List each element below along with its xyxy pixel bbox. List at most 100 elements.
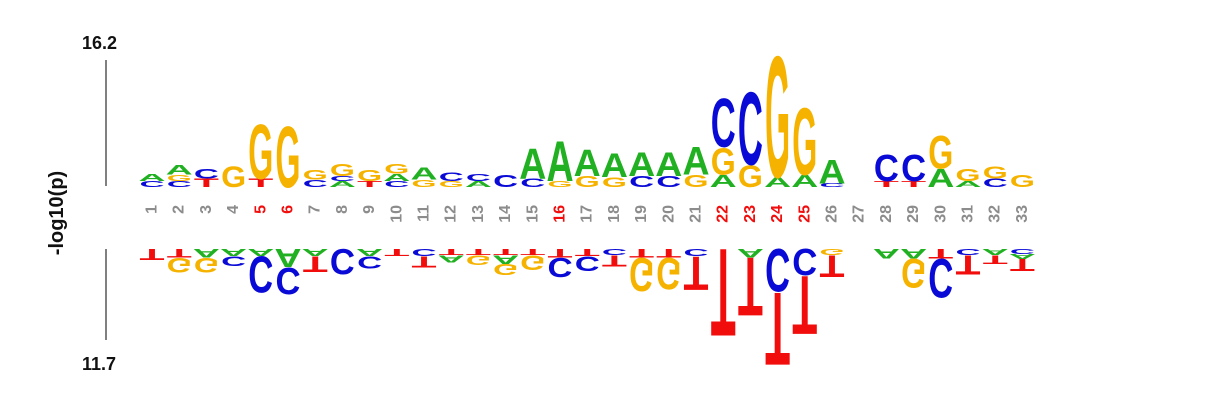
logo-letter-C-pos-18: C <box>602 247 627 257</box>
logo-letter-T-pos-10: T <box>384 247 409 259</box>
logo-letter-C-pos-26: C <box>820 183 845 189</box>
logo-letter-T-pos-12: T <box>439 247 464 257</box>
logo-letter-T-pos-18: T <box>602 252 627 270</box>
logo-letter-T-pos-30: T <box>928 246 953 261</box>
logo-letter-C-pos-11: C <box>412 247 437 258</box>
logo-letter-A-pos-23: A <box>737 246 764 260</box>
logo-letter-G-pos-19: G <box>629 247 654 301</box>
logo-letter-C-pos-32: C <box>983 177 1008 190</box>
logo-letter-T-pos-9: T <box>357 179 382 189</box>
logo-letter-T-pos-2: T <box>167 246 193 259</box>
logo-letter-A-pos-11: A <box>410 165 437 184</box>
logo-letter-T-pos-28: T <box>874 179 899 189</box>
logo-letter-G-pos-5: G <box>248 108 273 196</box>
position-label-23: 23 <box>742 205 759 223</box>
position-label-5: 5 <box>252 205 269 214</box>
logo-letter-A-pos-4: A <box>220 247 247 259</box>
logo-letter-C-pos-7: C <box>303 178 328 189</box>
logo-letter-C-pos-28: C <box>874 146 899 189</box>
logo-letter-C-pos-12: C <box>439 170 464 183</box>
logo-letter-A-pos-7: A <box>302 247 329 259</box>
logo-letter-C-pos-21: C <box>684 247 709 258</box>
position-label-19: 19 <box>633 205 650 223</box>
position-label-11: 11 <box>416 205 433 222</box>
logo-letter-T-pos-16: T <box>548 246 574 259</box>
logo-letter-C-pos-3: C <box>194 166 219 182</box>
logo-letter-A-pos-22: A <box>710 172 737 191</box>
logo-letter-C-pos-13: C <box>466 172 491 183</box>
logo-letter-A-pos-17: A <box>574 142 601 184</box>
logo-letter-A-pos-24: A <box>764 174 791 190</box>
position-label-22: 22 <box>715 205 732 223</box>
logo-letter-G-pos-2: G <box>167 173 192 183</box>
position-label-8: 8 <box>334 205 351 214</box>
position-label-12: 12 <box>443 205 460 223</box>
logo-letter-T-pos-25: T <box>792 259 817 352</box>
logo-letter-T-pos-23: T <box>738 240 763 333</box>
logo-letter-T-pos-1: T <box>140 245 165 263</box>
logo-letter-G-pos-29: G <box>901 250 926 297</box>
position-label-18: 18 <box>606 205 623 223</box>
logo-letter-G-pos-25: G <box>792 90 817 196</box>
logo-letter-A-pos-9: A <box>356 247 383 259</box>
logo-letter-G-pos-2: G <box>167 253 192 277</box>
logo-letter-T-pos-17: T <box>575 247 600 259</box>
logo-letter-C-pos-19: C <box>629 173 654 190</box>
logo-letter-G-pos-31: G <box>956 166 981 185</box>
position-label-28: 28 <box>878 205 895 223</box>
logo-letter-T-pos-21: T <box>684 246 709 301</box>
position-label-2: 2 <box>171 205 188 214</box>
logo-letter-A-pos-3: A <box>193 246 220 260</box>
logo-letter-A-pos-10: A <box>383 171 410 183</box>
logo-letter-C-pos-9: C <box>357 253 382 273</box>
logo-letter-G-pos-22: G <box>711 141 736 183</box>
position-label-15: 15 <box>524 205 541 223</box>
logo-letter-C-pos-1: C <box>139 179 164 189</box>
logo-letter-C-pos-2: C <box>167 179 192 189</box>
logo-letter-T-pos-15: T <box>520 247 545 257</box>
logo-letter-T-pos-7: T <box>303 251 328 276</box>
logo-letter-C-pos-8: C <box>330 175 355 183</box>
logo-letter-G-pos-11: G <box>412 178 437 190</box>
logo-letter-G-pos-20: G <box>656 247 681 297</box>
logo-letter-G-pos-7: G <box>303 168 328 183</box>
logo-letter-G-pos-30: G <box>928 126 953 178</box>
position-label-30: 30 <box>932 205 949 223</box>
logo-letter-C-pos-15: C <box>520 177 545 190</box>
logo-letter-G-pos-16: G <box>548 179 573 189</box>
logo-letter-T-pos-3: T <box>194 177 220 190</box>
logo-letter-A-pos-16: A <box>546 130 573 194</box>
position-label-33: 33 <box>1014 205 1031 223</box>
logo-letter-C-pos-29: C <box>901 146 926 189</box>
position-label-32: 32 <box>987 205 1004 223</box>
position-label-20: 20 <box>660 205 677 223</box>
logo-letter-C-pos-17: C <box>575 251 600 274</box>
logo-letter-A-pos-20: A <box>655 144 682 183</box>
position-label-17: 17 <box>579 205 596 223</box>
logo-letter-T-pos-32: T <box>983 252 1009 265</box>
logo-letter-A-pos-1: A <box>138 171 165 183</box>
logo-letter-C-pos-10: C <box>384 179 409 189</box>
logo-letter-T-pos-20: T <box>656 246 682 259</box>
position-label-7: 7 <box>307 205 324 214</box>
position-label-9: 9 <box>361 205 378 214</box>
logo-letter-T-pos-11: T <box>412 253 437 271</box>
logo-letter-G-pos-12: G <box>439 179 464 189</box>
y-axis-bottom-value: 11.7 <box>82 354 116 374</box>
logo-letter-C-pos-8: C <box>330 241 355 282</box>
logo-letter-T-pos-26: T <box>820 248 845 283</box>
logo-letter-C-pos-14: C <box>493 171 518 191</box>
logo-letter-A-pos-14: A <box>492 253 519 267</box>
logo-letter-G-pos-13: G <box>466 252 491 267</box>
logo-letter-A-pos-32: A <box>982 247 1009 257</box>
position-label-27: 27 <box>851 205 868 223</box>
position-label-1: 1 <box>144 205 161 214</box>
logo-letter-C-pos-23: C <box>738 72 763 187</box>
logo-letter-C-pos-25: C <box>792 241 817 284</box>
logo-letter-T-pos-19: T <box>629 246 655 259</box>
logo-letter-A-pos-12: A <box>438 253 465 265</box>
